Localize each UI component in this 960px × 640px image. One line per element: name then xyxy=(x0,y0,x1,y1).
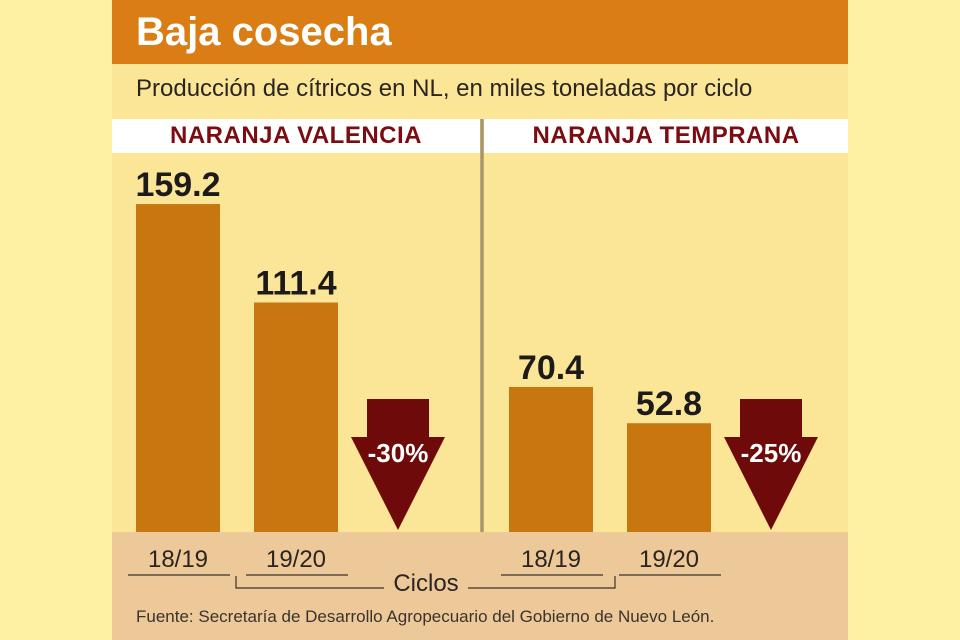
x-axis-label: Ciclos xyxy=(393,570,458,597)
panel-divider xyxy=(480,119,484,532)
change-label: -25% xyxy=(741,438,802,468)
bar-value-label: 70.4 xyxy=(518,349,584,387)
x-tick-label: 18/19 xyxy=(521,546,581,573)
bar-value-label: 159.2 xyxy=(135,166,220,204)
chart-title: Baja cosecha xyxy=(136,10,392,54)
source-note: Fuente: Secretaría de Desarrollo Agropec… xyxy=(136,607,715,626)
x-tick-label: 19/20 xyxy=(266,546,326,573)
bar-value-label: 111.4 xyxy=(255,265,336,303)
change-label: -30% xyxy=(368,438,429,468)
x-tick-label: 18/19 xyxy=(148,546,208,573)
axis-label-backdrop xyxy=(384,578,468,598)
down-arrow-icon xyxy=(351,399,445,530)
bar-chart: 159.2 18/19 111.4 19/20 -30% 70.4 18/19 52.8 19/… xyxy=(128,166,818,598)
axis-band xyxy=(112,532,848,640)
panel-title-temprana: NARANJA TEMPRANA xyxy=(484,119,848,153)
bar xyxy=(627,423,711,532)
bar xyxy=(509,386,593,532)
panel-title-valencia: NARANJA VALENCIA xyxy=(112,119,480,153)
title-bar: Baja cosecha xyxy=(112,0,848,64)
bar xyxy=(136,204,220,532)
infographic-card: Baja cosecha Producción de cítricos en N… xyxy=(112,0,848,640)
x-tick-label: 19/20 xyxy=(639,546,699,573)
bar-value-label: 52.8 xyxy=(636,385,702,423)
down-arrow-icon xyxy=(724,399,818,530)
chart-subtitle: Producción de cítricos en NL, en miles t… xyxy=(136,75,753,102)
bar xyxy=(254,302,338,532)
